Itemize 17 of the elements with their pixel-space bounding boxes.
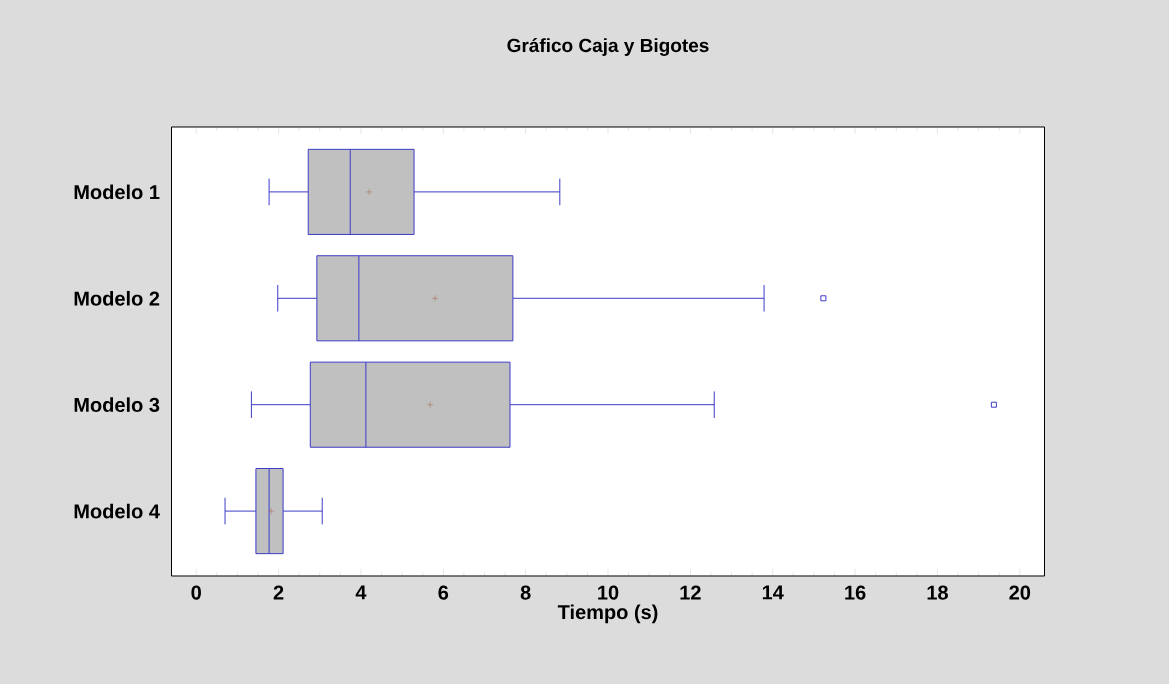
x-tick-label: 14 [762, 585, 784, 600]
y-tick-label: Modelo 2 [74, 290, 160, 306]
x-tick-label: 6 [438, 585, 449, 600]
x-tick-label: 8 [520, 585, 531, 600]
y-tick-label: Modelo 1 [74, 184, 160, 200]
y-tick-label: Modelo 4 [74, 503, 160, 519]
x-tick-label: 10 [598, 585, 619, 600]
y-tick-label: Modelo 3 [74, 397, 160, 413]
x-tick-label: 18 [927, 585, 948, 600]
x-tick-label: 0 [191, 585, 201, 600]
x-tick-label: 4 [355, 585, 367, 600]
chart-title: Gráfico Caja y Bigotes [507, 38, 709, 56]
x-axis-title: Tiempo (s) [557, 604, 658, 624]
x-tick-label: 2 [273, 585, 284, 600]
x-tick-label: 16 [845, 585, 866, 600]
x-tick-label: 12 [680, 585, 701, 600]
x-tick-label: 20 [1009, 585, 1031, 600]
